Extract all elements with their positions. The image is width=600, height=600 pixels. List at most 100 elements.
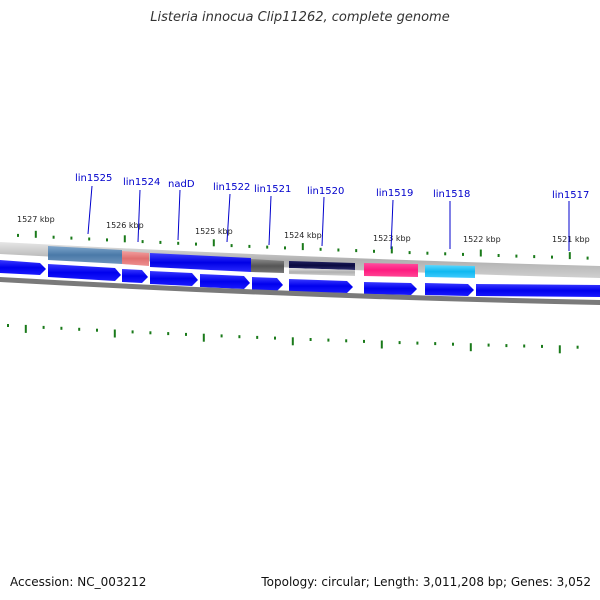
- tick-mark: [327, 338, 330, 342]
- tick-mark: [60, 326, 63, 330]
- tick-mark: [558, 345, 561, 354]
- kbp-label: 1522 kbp: [463, 235, 501, 244]
- gene-label: nadD: [168, 179, 195, 190]
- tick-mark: [380, 340, 383, 349]
- tick-mark: [398, 341, 401, 345]
- tick-mark: [337, 248, 340, 252]
- outer-ticks: [17, 230, 589, 260]
- tick-mark: [444, 252, 447, 256]
- tick-mark: [52, 235, 55, 239]
- tick-mark: [230, 244, 233, 248]
- genome-summary-text: Topology: circular; Length: 3,011,208 bp…: [261, 575, 591, 589]
- tick-mark: [88, 237, 91, 241]
- cds-arrow: [122, 269, 148, 283]
- tick-mark: [96, 328, 98, 332]
- tick-mark: [123, 235, 126, 243]
- tick-mark: [202, 333, 205, 342]
- tick-mark: [497, 254, 500, 257]
- gene-label: lin1524: [123, 177, 160, 188]
- tick-mark: [355, 249, 358, 253]
- cds-arrow: [252, 277, 283, 291]
- tick-mark: [195, 242, 197, 246]
- feature-block: [48, 246, 122, 264]
- tick-mark: [291, 337, 294, 346]
- gene-label: lin1518: [433, 189, 470, 200]
- gene-label: lin1517: [552, 190, 589, 201]
- tick-mark: [408, 251, 411, 255]
- tick-mark: [141, 240, 144, 244]
- tick-mark: [34, 230, 37, 238]
- tick-mark: [220, 334, 223, 338]
- feature-block: [251, 259, 284, 273]
- tick-mark: [167, 332, 170, 336]
- kbp-label: 1524 kbp: [284, 231, 322, 240]
- cds-arrow: [200, 274, 250, 289]
- tick-mark: [533, 255, 536, 259]
- tick-mark: [462, 252, 464, 256]
- tick-mark: [24, 324, 27, 333]
- gene-label: lin1519: [376, 188, 413, 199]
- tick-mark: [70, 236, 73, 240]
- tick-mark: [523, 344, 526, 348]
- tick-mark: [426, 251, 429, 255]
- tick-mark: [505, 344, 508, 348]
- gene-label: lin1521: [254, 184, 291, 195]
- feature-track: [48, 246, 475, 278]
- cds-track: [0, 260, 600, 297]
- tick-mark: [248, 244, 251, 248]
- tick-mark: [487, 343, 490, 347]
- tick-mark: [78, 327, 81, 331]
- kbp-label: 1525 kbp: [195, 227, 233, 236]
- tick-mark: [212, 239, 215, 247]
- cds-arrow: [289, 279, 353, 293]
- tick-mark: [256, 335, 259, 339]
- feature-block: [150, 253, 251, 272]
- tick-mark: [113, 329, 116, 338]
- cds-arrow: [476, 284, 600, 297]
- tick-mark: [390, 246, 393, 254]
- accession-text: Accession: NC_003212: [10, 575, 147, 589]
- tick-mark: [479, 249, 482, 257]
- tick-mark: [7, 324, 9, 327]
- feature-block: [289, 261, 355, 270]
- feature-block: [364, 263, 418, 277]
- tick-mark: [541, 344, 543, 348]
- kbp-label: 1521 kbp: [552, 235, 590, 244]
- tick-mark: [373, 249, 375, 253]
- feature-block: [289, 268, 355, 276]
- tick-mark: [301, 243, 304, 251]
- tick-mark: [551, 255, 553, 259]
- cds-arrow: [425, 283, 474, 296]
- cds-arrow: [48, 264, 121, 281]
- tick-mark: [238, 335, 241, 339]
- feature-block: [425, 265, 475, 278]
- tick-mark: [42, 325, 45, 329]
- tick-mark: [586, 256, 589, 260]
- tick-mark: [345, 339, 348, 343]
- tick-mark: [416, 341, 419, 345]
- tick-mark: [309, 338, 312, 341]
- tick-mark: [159, 240, 162, 244]
- tick-mark: [177, 241, 180, 245]
- tick-mark: [319, 247, 322, 251]
- feature-block: [122, 251, 149, 266]
- cds-arrow: [364, 282, 417, 295]
- tick-mark: [17, 233, 19, 237]
- gene-label: lin1520: [307, 186, 344, 197]
- tick-mark: [266, 245, 269, 249]
- inner-ticks: [7, 324, 579, 354]
- tick-mark: [576, 345, 579, 349]
- tick-mark: [185, 332, 187, 336]
- cds-arrow: [150, 271, 198, 286]
- gene-label: lin1525: [75, 173, 112, 184]
- gene-leader-lines: [87, 185, 570, 251]
- kbp-label: 1527 kbp: [17, 215, 55, 224]
- tick-mark: [106, 238, 108, 242]
- tick-mark: [131, 330, 134, 334]
- tick-mark: [149, 331, 152, 335]
- gene-label: lin1522: [213, 182, 250, 193]
- cds-arrow: [0, 260, 46, 275]
- tick-mark: [434, 342, 437, 346]
- inner-ring: [0, 277, 600, 305]
